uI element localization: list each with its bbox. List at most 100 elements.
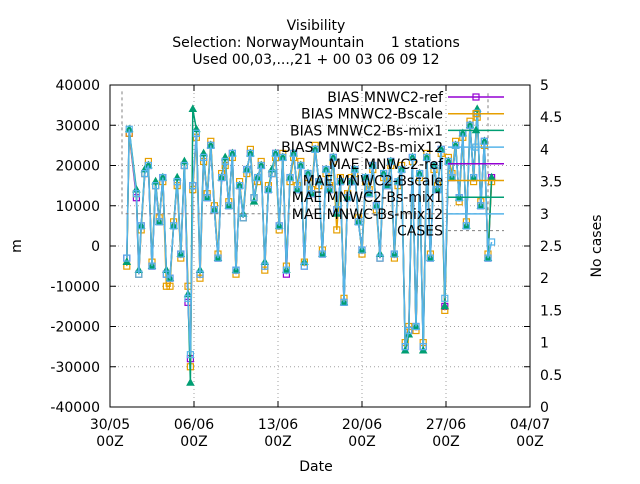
x-tick-label-date: 06/06 xyxy=(174,417,214,433)
data-point xyxy=(358,246,366,254)
y2-tick-label: 2.5 xyxy=(540,239,562,255)
data-point xyxy=(261,262,269,270)
data-point xyxy=(290,149,298,158)
y-tick-label: -20000 xyxy=(50,320,100,336)
legend-marker xyxy=(472,110,480,118)
series-8 xyxy=(121,91,489,215)
data-point xyxy=(141,169,149,178)
data-point xyxy=(221,157,229,166)
data-point xyxy=(484,254,492,262)
data-point xyxy=(437,145,445,153)
legend-label: MAE MNWC2-ref xyxy=(329,157,444,173)
legend-label: BIAS MNWC2-Bs-mix1 xyxy=(290,123,443,139)
data-point xyxy=(308,190,316,198)
data-point xyxy=(135,270,143,278)
data-point xyxy=(408,153,416,162)
data-point xyxy=(236,182,244,190)
y-axis-label: m xyxy=(9,239,25,253)
data-point xyxy=(228,149,236,158)
data-point xyxy=(304,169,312,178)
data-point xyxy=(200,153,208,162)
y2-axis-label: No cases xyxy=(589,215,605,278)
data-point xyxy=(322,165,330,174)
data-point xyxy=(264,186,272,194)
data-point xyxy=(329,153,337,162)
data-point xyxy=(225,202,233,210)
data-point xyxy=(369,161,377,170)
data-point xyxy=(293,186,301,194)
data-point xyxy=(300,262,308,270)
data-point xyxy=(466,121,474,129)
data-point xyxy=(162,270,170,278)
data-point xyxy=(250,194,258,202)
data-point xyxy=(477,202,485,210)
data-point xyxy=(419,343,427,351)
data-point xyxy=(170,222,178,230)
data-point xyxy=(347,178,355,186)
data-point xyxy=(362,173,370,182)
data-point xyxy=(239,214,247,222)
data-point xyxy=(434,186,442,194)
data-point xyxy=(159,173,167,182)
data-point xyxy=(383,182,391,190)
y2-tick-label: 4 xyxy=(540,142,549,158)
series-3 xyxy=(123,109,496,359)
data-point xyxy=(365,190,373,198)
data-point xyxy=(189,182,197,190)
data-point xyxy=(416,169,424,178)
data-point xyxy=(155,218,163,226)
legend-marker xyxy=(472,143,480,151)
data-point xyxy=(210,206,218,214)
y2-tick-label: 3 xyxy=(540,207,549,223)
legend-label: BIAS MNWC2-Bs-mix12 xyxy=(281,140,443,156)
data-point xyxy=(243,165,251,174)
data-point xyxy=(207,141,215,149)
data-point xyxy=(272,149,280,158)
data-point xyxy=(125,125,133,133)
data-point xyxy=(184,294,192,302)
x-axis-ticks: 30/0500Z06/0600Z13/0600Z20/0600Z27/0600Z… xyxy=(90,85,550,450)
data-point xyxy=(376,254,384,262)
data-point xyxy=(166,282,174,290)
data-point xyxy=(430,161,438,170)
y-tick-label: 20000 xyxy=(55,159,100,175)
data-point xyxy=(452,141,460,149)
y2-tick-label: 1.5 xyxy=(540,303,562,319)
legend-label: MAE MNWC2-Bscale xyxy=(303,174,443,190)
data-point xyxy=(286,173,294,182)
data-point xyxy=(398,165,406,174)
data-point xyxy=(423,153,431,162)
y2-tick-label: 1 xyxy=(540,336,549,352)
data-point xyxy=(351,165,359,174)
data-point xyxy=(340,298,348,306)
data-point xyxy=(162,282,170,290)
data-point xyxy=(254,173,262,182)
y-tick-label: -40000 xyxy=(50,400,100,416)
x-tick-label-date: 20/06 xyxy=(342,417,382,433)
data-point xyxy=(279,153,287,162)
y2-tick-label: 5 xyxy=(540,78,549,94)
legend-marker xyxy=(471,125,481,134)
data-point xyxy=(311,145,319,153)
y-tick-label: -10000 xyxy=(50,279,100,295)
data-point xyxy=(441,294,449,302)
data-point xyxy=(232,266,240,274)
data-point xyxy=(344,194,352,202)
series-line-3 xyxy=(126,113,493,355)
data-point xyxy=(354,218,362,226)
data-point xyxy=(394,178,402,186)
y-tick-label: 0 xyxy=(91,239,100,255)
x-tick-label-hour: 00Z xyxy=(180,434,207,450)
x-tick-label-date: 04/07 xyxy=(510,417,550,433)
data-point xyxy=(412,322,420,331)
data-point xyxy=(218,173,226,182)
x-tick-label-hour: 00Z xyxy=(96,434,123,450)
data-point xyxy=(152,182,160,190)
legend-marker xyxy=(472,93,480,101)
data-point xyxy=(387,157,395,166)
data-point xyxy=(380,169,388,178)
y2-tick-label: 3.5 xyxy=(540,175,562,191)
data-point xyxy=(315,178,323,186)
y-tick-label: 10000 xyxy=(55,199,100,215)
x-tick-label-hour: 00Z xyxy=(432,434,459,450)
